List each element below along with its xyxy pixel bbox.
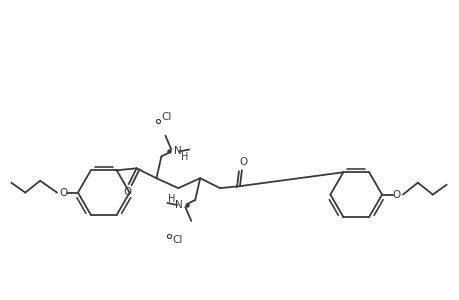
Text: O: O (123, 187, 131, 197)
Text: Cl: Cl (161, 112, 171, 122)
Text: O: O (59, 188, 67, 198)
Text: H: H (181, 152, 188, 162)
Text: N: N (174, 146, 182, 157)
Text: O: O (392, 190, 400, 200)
Text: O: O (239, 158, 247, 167)
Text: H: H (168, 194, 175, 204)
Text: N: N (174, 200, 182, 210)
Text: Cl: Cl (172, 235, 182, 244)
